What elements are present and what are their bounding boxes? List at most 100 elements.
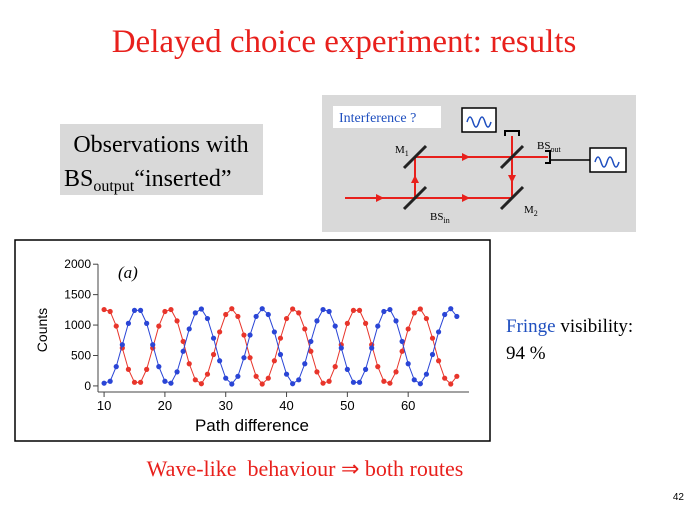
data-point — [393, 318, 399, 324]
data-point — [150, 342, 156, 348]
detector-port — [504, 130, 520, 136]
data-point — [381, 378, 387, 384]
data-point — [320, 306, 326, 313]
data-point — [156, 364, 162, 370]
y-tick-label: 1500 — [64, 288, 91, 302]
data-point — [125, 320, 132, 326]
diagram-label-box — [333, 106, 441, 128]
data-point — [229, 381, 235, 387]
data-point — [223, 311, 229, 318]
data-point — [302, 361, 308, 367]
data-point — [253, 313, 259, 320]
data-point — [180, 338, 186, 345]
m1-subscript: 1 — [405, 149, 409, 158]
data-point — [217, 329, 223, 335]
data-point — [162, 308, 168, 315]
data-point — [375, 364, 381, 370]
interferometer-diagram: Interference ? M1 M2 B — [322, 95, 636, 232]
data-point — [375, 323, 381, 329]
arrow — [508, 175, 516, 183]
arrows — [376, 153, 516, 202]
fringe-value: 94 % — [506, 343, 546, 364]
visibility-word: visibility: — [556, 316, 634, 337]
data-point — [435, 358, 442, 364]
data-point — [308, 348, 314, 354]
conclusion: Wave-like behaviour ⇒ both routes — [147, 456, 464, 481]
data-point — [271, 329, 277, 335]
data-point — [454, 373, 460, 379]
data-point — [320, 380, 326, 386]
chart-annotation: (a) — [118, 263, 138, 282]
mirror-label: M2 — [524, 204, 538, 218]
y-axis-label: Counts — [34, 308, 50, 352]
beams — [345, 136, 548, 199]
observations-line2: BSoutput“inserted” — [64, 166, 232, 195]
data-point — [283, 371, 290, 377]
data-point — [435, 329, 442, 335]
page-number: 42 — [673, 492, 685, 503]
arrow — [462, 194, 470, 202]
data-point — [180, 348, 186, 354]
data-point — [198, 381, 204, 387]
data-point — [350, 379, 357, 385]
chart-frame — [14, 239, 491, 442]
x-tick-label: 20 — [158, 398, 172, 413]
data-point — [423, 371, 430, 377]
data-point — [332, 364, 338, 370]
x-tick-label: 10 — [97, 398, 111, 413]
data-point — [277, 351, 284, 358]
data-point — [350, 307, 357, 313]
data-point — [119, 342, 125, 348]
data-point — [107, 308, 113, 315]
data-point — [265, 375, 271, 381]
data-point — [387, 380, 393, 386]
data-point — [137, 379, 144, 385]
data-point — [137, 307, 144, 313]
data-point — [259, 381, 265, 387]
data-point — [454, 313, 460, 320]
data-point — [144, 366, 150, 372]
observations-line1: Observations with — [73, 132, 248, 158]
data-point — [107, 378, 113, 384]
data-point — [144, 320, 150, 326]
data-point — [131, 379, 138, 385]
bs-out-label: BSout — [537, 140, 561, 154]
data-point — [417, 306, 423, 312]
data-point — [356, 379, 363, 385]
slide-title: Delayed choice experiment: results — [112, 24, 577, 60]
data-point — [369, 345, 375, 351]
arrow — [411, 175, 419, 183]
data-point — [442, 375, 448, 381]
data-point — [265, 311, 271, 318]
data-point — [332, 323, 338, 329]
data-point — [314, 369, 320, 375]
data-point — [363, 320, 369, 326]
data-point — [405, 361, 411, 367]
fringe-word: Fringe — [506, 316, 556, 337]
m2: M — [524, 204, 534, 216]
chart: (a) Path difference Counts 0 500 1000 1500 2… — [34, 257, 469, 435]
x-tick-label: 30 — [218, 398, 232, 413]
data-point — [229, 306, 235, 312]
data-point — [387, 306, 393, 313]
data-point — [326, 378, 332, 384]
data-point — [235, 313, 241, 320]
y-tick-label: 2000 — [64, 257, 91, 271]
data-point — [429, 351, 436, 358]
mirror-label: M1 — [395, 144, 409, 158]
data-point — [101, 306, 107, 313]
data-point — [162, 378, 168, 384]
bs-in-label: BSin — [430, 211, 450, 225]
bs-out-subscript: out — [550, 145, 561, 154]
y-tick-label: 0 — [84, 379, 91, 393]
data-point — [363, 366, 369, 372]
data-point — [411, 377, 417, 383]
data-point — [210, 351, 217, 358]
data-point — [198, 306, 204, 312]
x-tick-label: 50 — [340, 398, 354, 413]
data-point — [296, 377, 302, 383]
data-point — [344, 320, 350, 326]
data-point — [192, 310, 198, 316]
data-point — [314, 318, 320, 324]
